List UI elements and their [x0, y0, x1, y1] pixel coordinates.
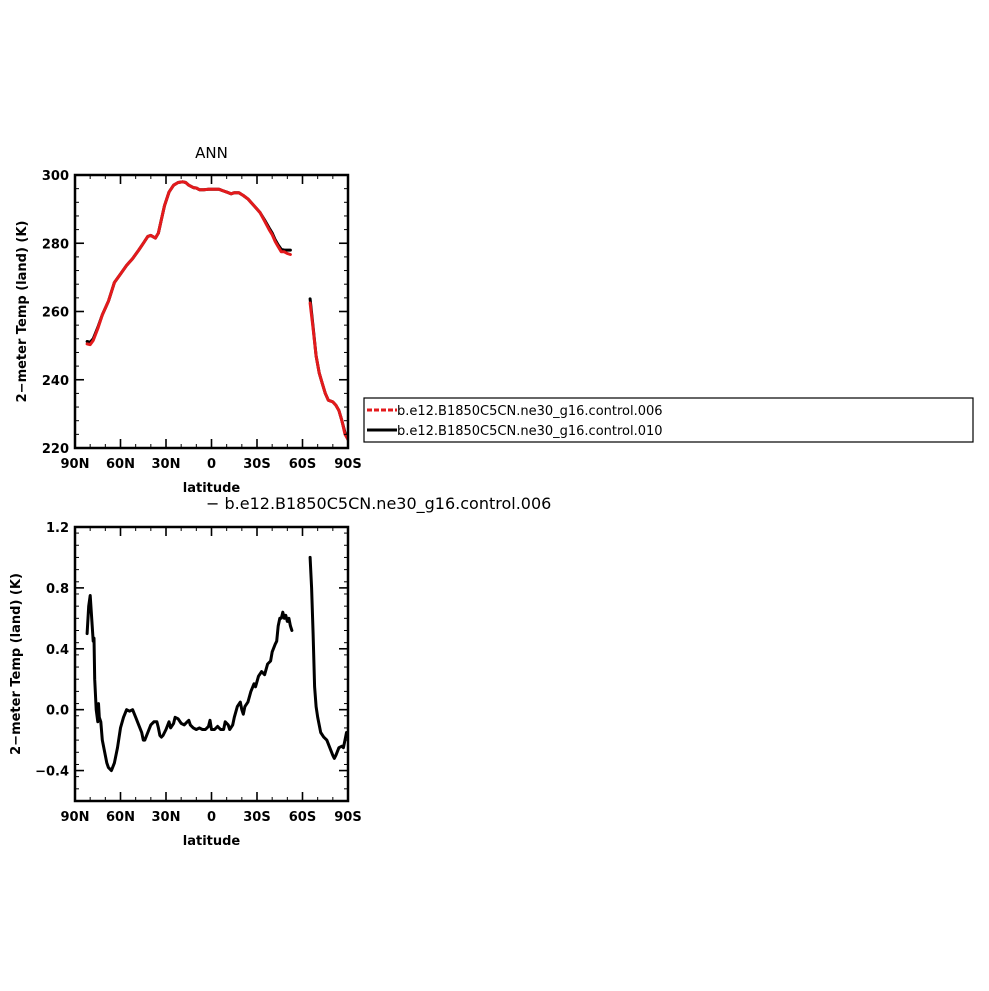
y-tick-label: −0.4: [35, 765, 69, 780]
legend-label-006: b.e12.B1850C5CN.ne30_g16.control.006: [397, 404, 663, 419]
y-axis-label: 2−meter Temp (land) (K): [9, 573, 24, 755]
plot-frame: [73, 173, 350, 450]
x-tick-label: 0: [207, 810, 216, 825]
x-tick-label: 60N: [106, 810, 135, 825]
y-tick-label: 260: [42, 306, 69, 321]
series-line: [85, 180, 292, 347]
x-tick-label: 0: [207, 457, 216, 472]
y-axis-label: 2−meter Temp (land) (K): [15, 221, 30, 403]
y-tick-label: 240: [42, 374, 69, 389]
y-tick-label: 1.2: [46, 521, 69, 536]
legend-box: [363, 397, 974, 443]
plot-frame: [73, 525, 350, 803]
x-tick-label: 90N: [61, 810, 90, 825]
y-tick-label: 0.8: [46, 582, 69, 597]
temperature-panel: ANN 90N 60N 30N 0 30S 60S 90S 220 240 260 280 300 l…: [15, 144, 362, 496]
series-lines: [85, 180, 348, 441]
axis-ticks: 90N 60N 30N 0 30S 60S 90S 220 240 260 280 300: [42, 169, 362, 472]
x-tick-label: 30S: [243, 810, 270, 825]
x-tick-label: 60S: [289, 457, 316, 472]
x-axis-label: latitude: [183, 481, 241, 496]
x-tick-label: 30S: [243, 457, 270, 472]
y-tick-label: 0.0: [46, 704, 69, 719]
x-tick-label: 60N: [106, 457, 135, 472]
series-lines: [85, 555, 348, 773]
series-line: [308, 301, 348, 441]
panel-title: ANN: [195, 144, 228, 162]
series-line: [85, 594, 294, 773]
x-tick-label: 30N: [152, 810, 181, 825]
series-line: [85, 180, 292, 344]
legend: b.e12.B1850C5CN.ne30_g16.control.006 b.e…: [363, 397, 974, 443]
legend-label-010: b.e12.B1850C5CN.ne30_g16.control.010: [397, 424, 663, 439]
y-tick-label: 280: [42, 237, 69, 252]
x-tick-label: 60S: [289, 810, 316, 825]
x-tick-label: 90N: [61, 457, 90, 472]
series-line: [308, 555, 348, 760]
y-tick-label: 300: [42, 169, 69, 184]
difference-panel: − b.e12.B1850C5CN.ne30_g16.control.006 9…: [9, 494, 551, 849]
x-axis-label: latitude: [183, 834, 241, 849]
y-tick-label: 0.4: [46, 643, 69, 658]
y-tick-label: 220: [42, 442, 69, 457]
x-tick-label: 30N: [152, 457, 181, 472]
x-tick-label: 90S: [334, 457, 361, 472]
panel-subtitle: − b.e12.B1850C5CN.ne30_g16.control.006: [206, 494, 551, 514]
x-tick-label: 90S: [334, 810, 361, 825]
